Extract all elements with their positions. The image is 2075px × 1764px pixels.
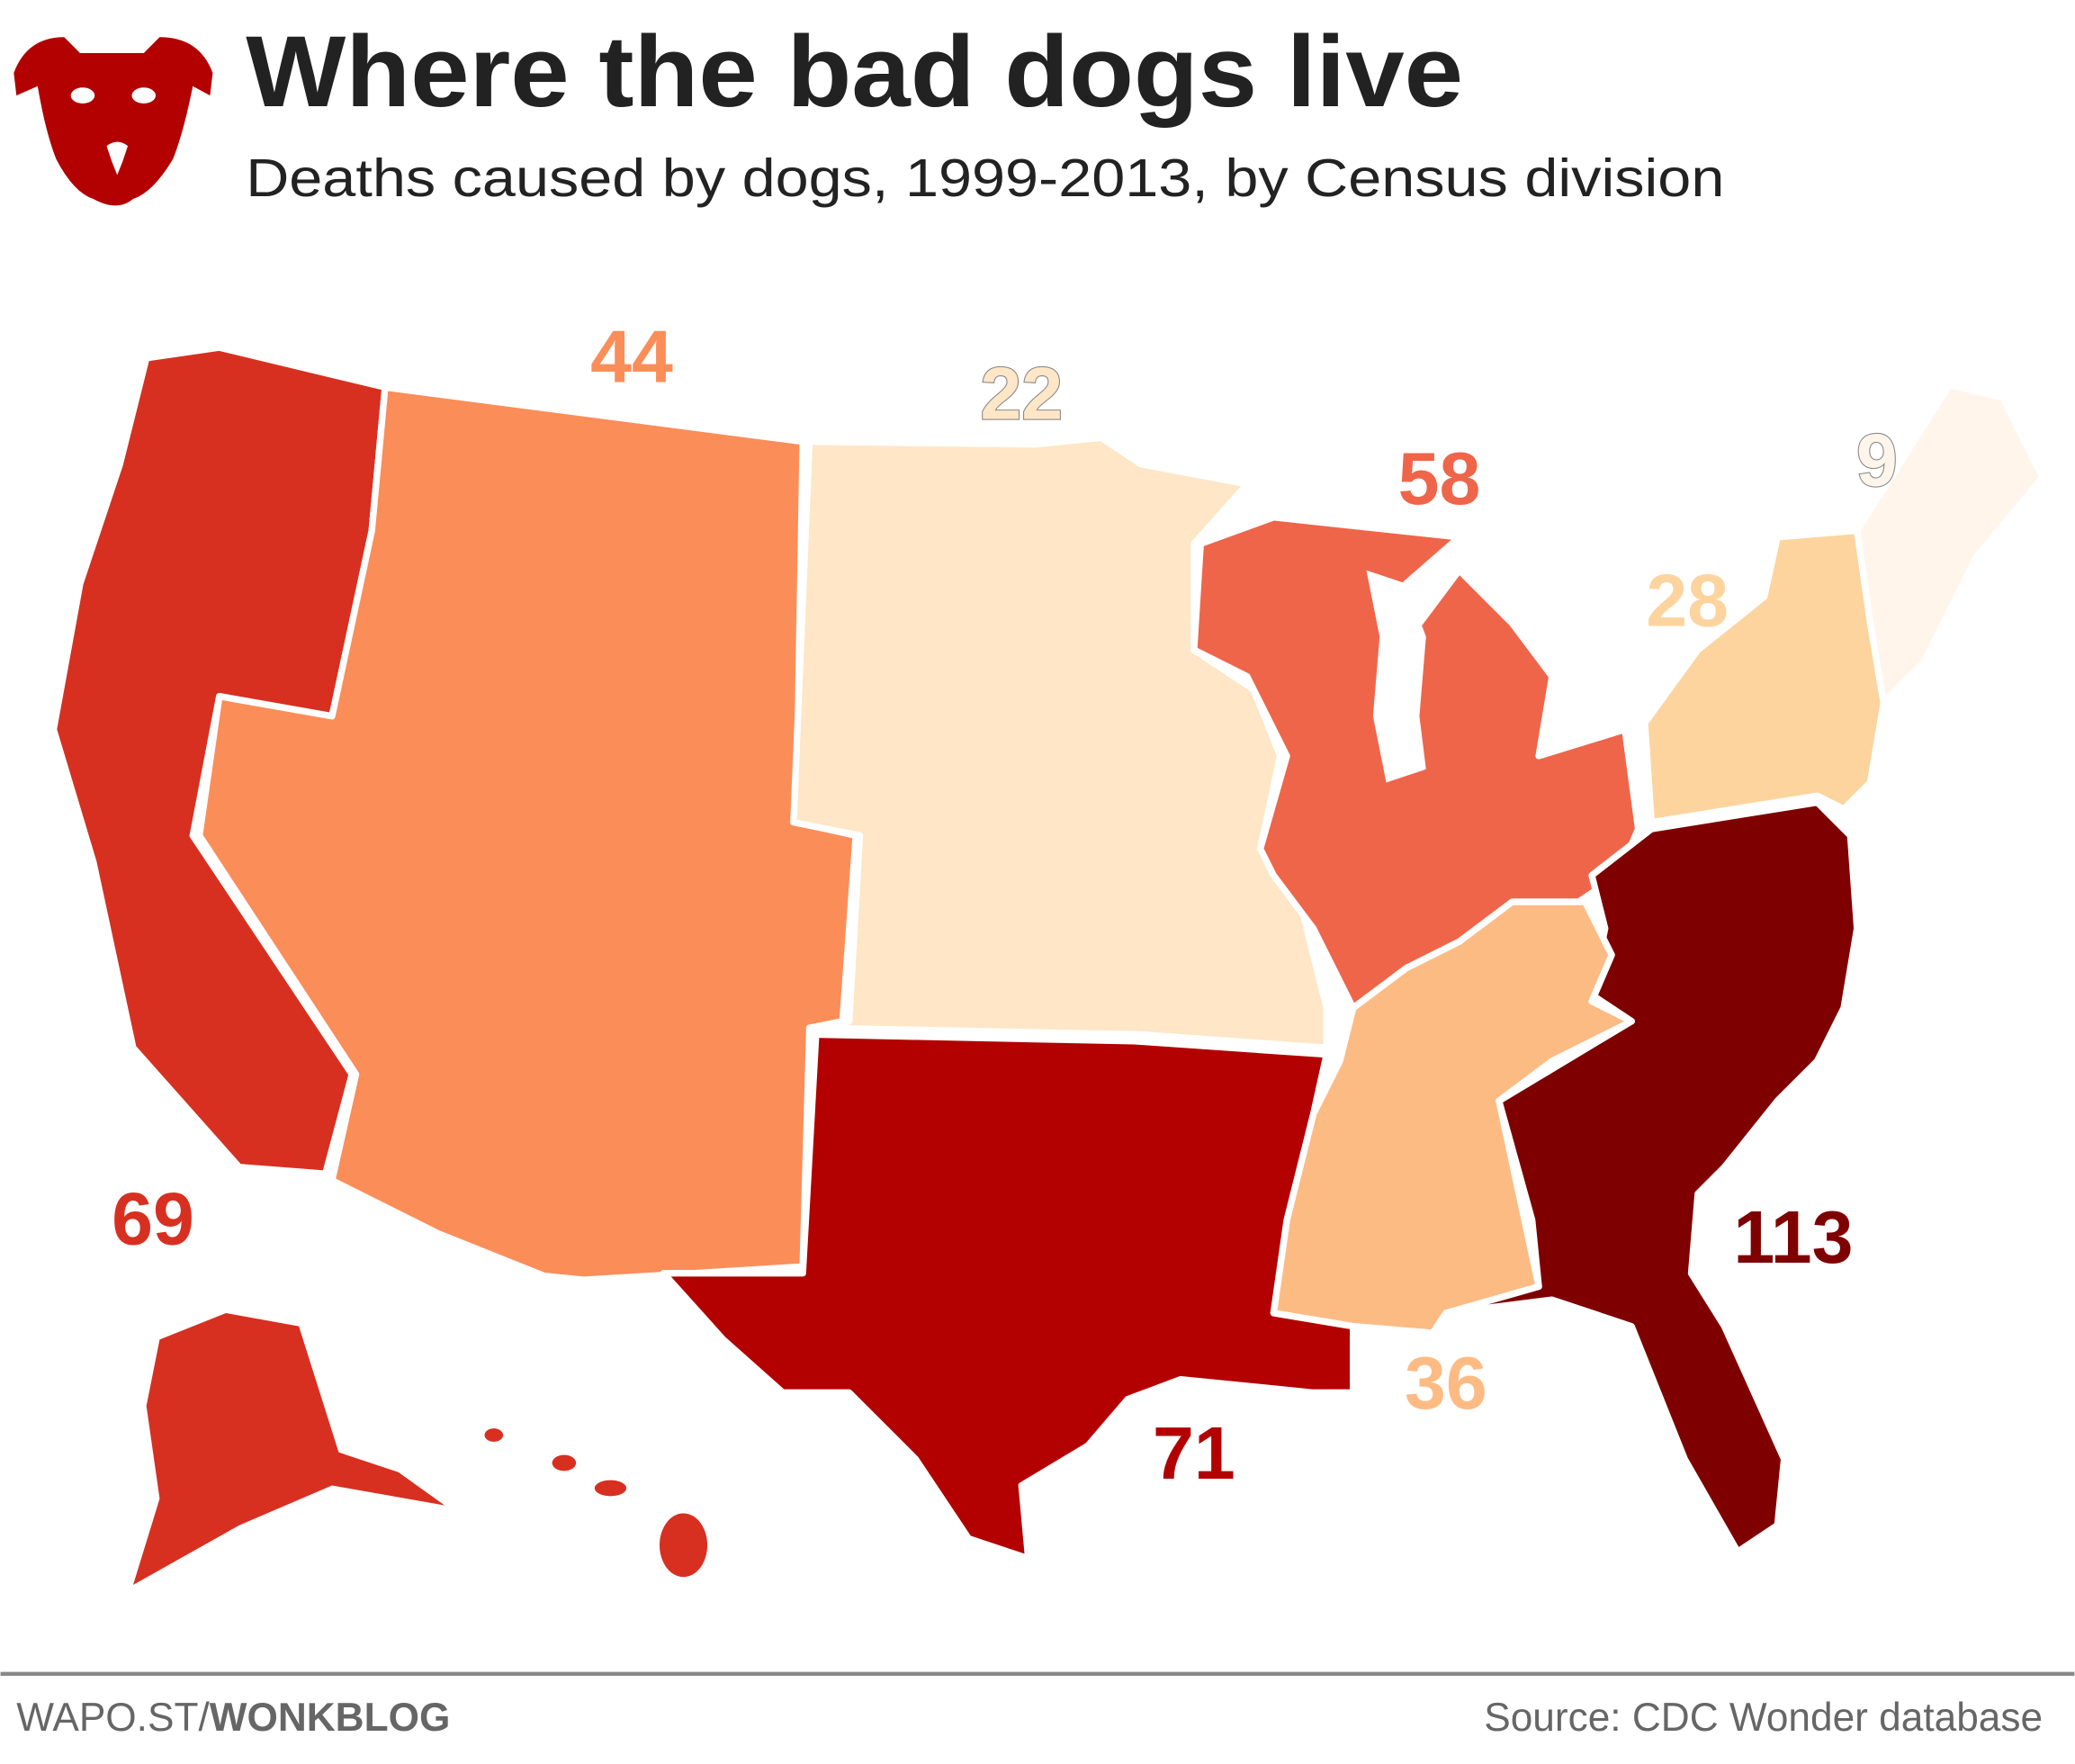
footer-credit: WAPO.ST/WONKBLOG bbox=[16, 1696, 450, 1740]
value-labels: 69 44 22 58 9 28 113 36 71 bbox=[112, 315, 1899, 1495]
footer-source: Source: CDC Wonder database bbox=[1484, 1696, 2043, 1740]
footer-site-prefix: WAPO.ST/ bbox=[16, 1696, 210, 1740]
region-west-south-central bbox=[660, 1030, 1357, 1562]
page-subtitle: Deaths caused by dogs, 1999-2013, by Cen… bbox=[246, 149, 1724, 208]
label-middle-atlantic: 28 bbox=[1646, 560, 1729, 643]
footer-site-bold: WONKBLOG bbox=[210, 1696, 451, 1740]
dog-head-icon bbox=[13, 37, 213, 206]
lake-michigan bbox=[1366, 570, 1426, 783]
label-east-south-central: 36 bbox=[1405, 1342, 1487, 1425]
label-pacific: 69 bbox=[112, 1177, 194, 1260]
label-west-north-central: 22 bbox=[980, 353, 1063, 436]
division-regions bbox=[49, 344, 2046, 1586]
label-east-north-central: 58 bbox=[1398, 437, 1481, 520]
label-south-atlantic: 113 bbox=[1733, 1196, 1853, 1279]
label-west-south-central: 71 bbox=[1153, 1412, 1235, 1495]
page-title: Where the bad dogs live bbox=[246, 15, 1463, 128]
region-alaska bbox=[132, 1312, 445, 1586]
region-hawaii bbox=[484, 1428, 708, 1578]
label-mountain: 44 bbox=[590, 315, 673, 398]
label-new-england: 9 bbox=[1856, 418, 1898, 501]
region-middle-atlantic bbox=[1641, 526, 1887, 826]
